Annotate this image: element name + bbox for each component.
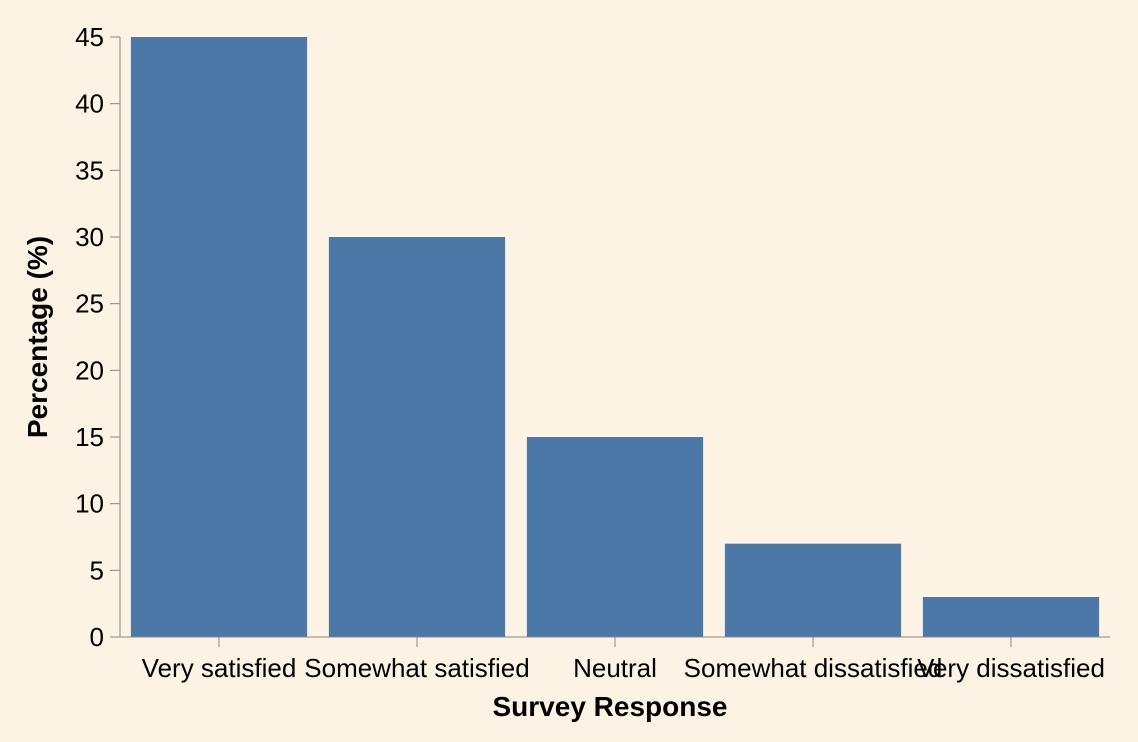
y-tick-label: 15 xyxy=(75,422,104,452)
bar-very-satisfied xyxy=(130,37,308,637)
bar-very-dissatisfied xyxy=(922,597,1100,637)
y-tick-label: 35 xyxy=(75,155,104,185)
x-axis-title: Survey Response xyxy=(493,691,728,722)
y-axis: 0 5 10 15 20 25 30 35 40 45 xyxy=(75,22,121,652)
x-axis: Very satisfied Somewhat satisfied Neutral S… xyxy=(120,636,1110,683)
x-tick-label: Neutral xyxy=(573,653,657,683)
bars xyxy=(130,37,1100,637)
x-tick-label: Somewhat dissatisfied xyxy=(684,653,943,683)
y-tick-label: 10 xyxy=(75,489,104,519)
x-tick-label: Somewhat satisfied xyxy=(304,653,529,683)
bar-somewhat-dissatisfied xyxy=(724,543,902,637)
x-tick-label: Very dissatisfied xyxy=(917,653,1105,683)
x-tick-label: Very satisfied xyxy=(142,653,297,683)
y-tick-label: 5 xyxy=(90,555,104,585)
y-tick-label: 30 xyxy=(75,222,104,252)
bar-neutral xyxy=(526,437,704,637)
y-tick-label: 0 xyxy=(90,622,104,652)
y-axis-title: Percentage (%) xyxy=(22,236,53,438)
bar-somewhat-satisfied xyxy=(328,237,506,637)
y-tick-label: 40 xyxy=(75,89,104,119)
y-tick-label: 25 xyxy=(75,289,104,319)
y-tick-label: 20 xyxy=(75,355,104,385)
y-tick-label: 45 xyxy=(75,22,104,52)
